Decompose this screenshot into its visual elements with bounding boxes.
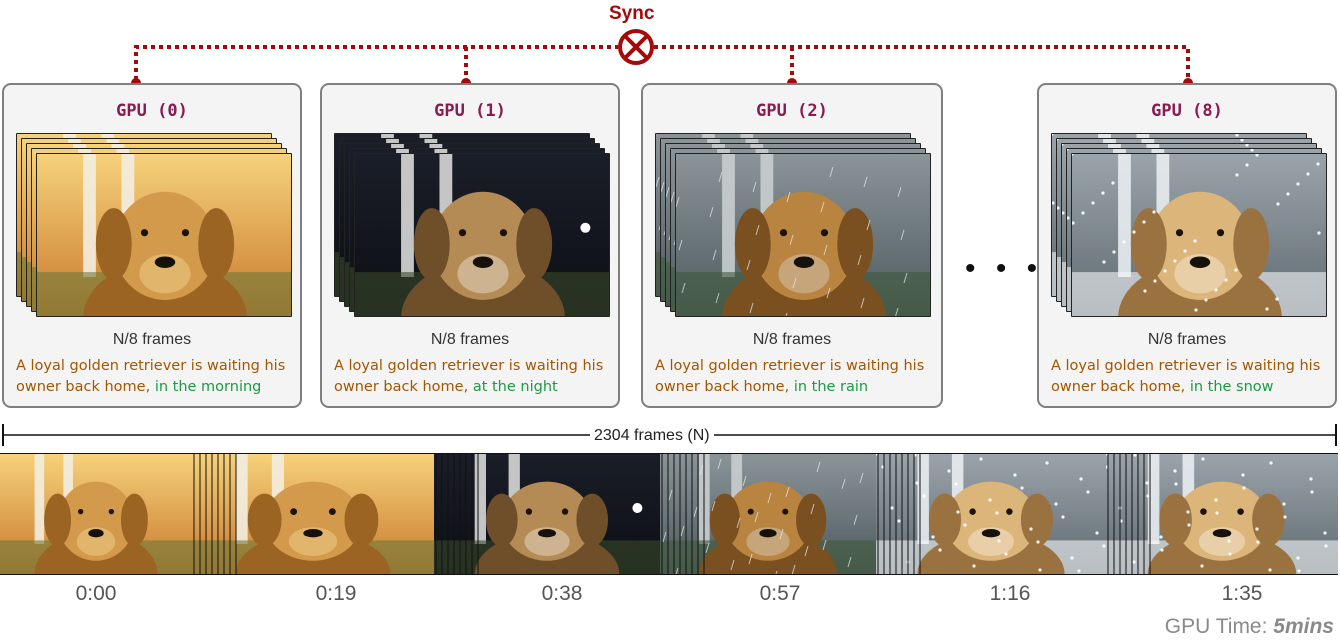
prompt-condition: in the morning xyxy=(154,379,262,395)
frame-stack xyxy=(1051,133,1329,319)
prompt-text: A loyal golden retriever is waiting his … xyxy=(655,356,933,398)
prompt-base: A loyal golden retriever is waiting his … xyxy=(16,358,286,395)
sync-line-left xyxy=(134,45,618,80)
timestamp: 0:19 xyxy=(315,582,357,605)
frames-count-label: N/8 frames xyxy=(112,331,192,348)
gpu-time-label: GPU Time: 5mins xyxy=(1165,615,1334,639)
prompt-base: A loyal golden retriever is waiting his … xyxy=(334,358,604,395)
frame-image xyxy=(1071,153,1327,317)
video-timeline-strip xyxy=(0,453,1338,575)
timestamp: 1:35 xyxy=(1221,582,1263,605)
total-frames-label: 2304 frames (N) xyxy=(590,427,714,445)
prompt-base: A loyal golden retriever is waiting his … xyxy=(655,358,925,395)
frames-count-label: N/8 frames xyxy=(1147,331,1227,348)
gpu-title: GPU (2) xyxy=(756,101,828,121)
frame-stack xyxy=(16,133,294,319)
gpu-panel-0: GPU (0) xyxy=(2,83,302,408)
prompt-condition: in the snow xyxy=(1189,379,1274,395)
gpu-title: GPU (0) xyxy=(116,101,188,121)
frame-image xyxy=(675,153,931,317)
gpu-title: GPU (8) xyxy=(1151,101,1223,121)
frame-image xyxy=(354,153,610,317)
ellipsis: • • • xyxy=(965,252,1044,285)
timestamp: 0:38 xyxy=(541,582,583,605)
sync-connector xyxy=(131,29,1193,88)
timeline-clip xyxy=(660,454,876,574)
timestamp: 1:16 xyxy=(989,582,1031,605)
gpu-panel-1: GPU (1) xyxy=(320,83,620,408)
sync-x-icon xyxy=(618,29,654,65)
timeline-clip xyxy=(1106,454,1338,574)
prompt-text: A loyal golden retriever is waiting his … xyxy=(1051,356,1327,398)
sync-label: Sync xyxy=(609,3,655,24)
gpu-panel-2: GPU (2) xyxy=(641,83,943,408)
timeline-clip xyxy=(0,454,192,574)
prompt-text: A loyal golden retriever is waiting his … xyxy=(16,356,292,398)
frames-count-label: N/8 frames xyxy=(430,331,510,348)
prompt-condition: in the rain xyxy=(793,379,869,395)
gpu-title: GPU (1) xyxy=(434,101,506,121)
timeline-clip xyxy=(192,454,434,574)
prompt-condition: at the night xyxy=(472,379,558,395)
timestamp: 0:00 xyxy=(75,582,117,605)
sync-line-right xyxy=(654,45,1190,80)
gpu-panel-8: GPU (8) xyxy=(1037,83,1337,408)
frame-stack xyxy=(334,133,612,319)
frame-image xyxy=(36,153,292,317)
gpu-time-prefix: GPU Time: xyxy=(1164,615,1274,638)
gpu-time-value: 5mins xyxy=(1273,615,1334,638)
timeline-clip xyxy=(876,454,1106,574)
timeline-clip xyxy=(434,454,660,574)
frames-count-label: N/8 frames xyxy=(752,331,832,348)
prompt-text: A loyal golden retriever is waiting his … xyxy=(334,356,610,398)
frame-stack xyxy=(655,133,933,319)
prompt-base: A loyal golden retriever is waiting his … xyxy=(1051,358,1321,395)
timestamp: 0:57 xyxy=(759,582,801,605)
